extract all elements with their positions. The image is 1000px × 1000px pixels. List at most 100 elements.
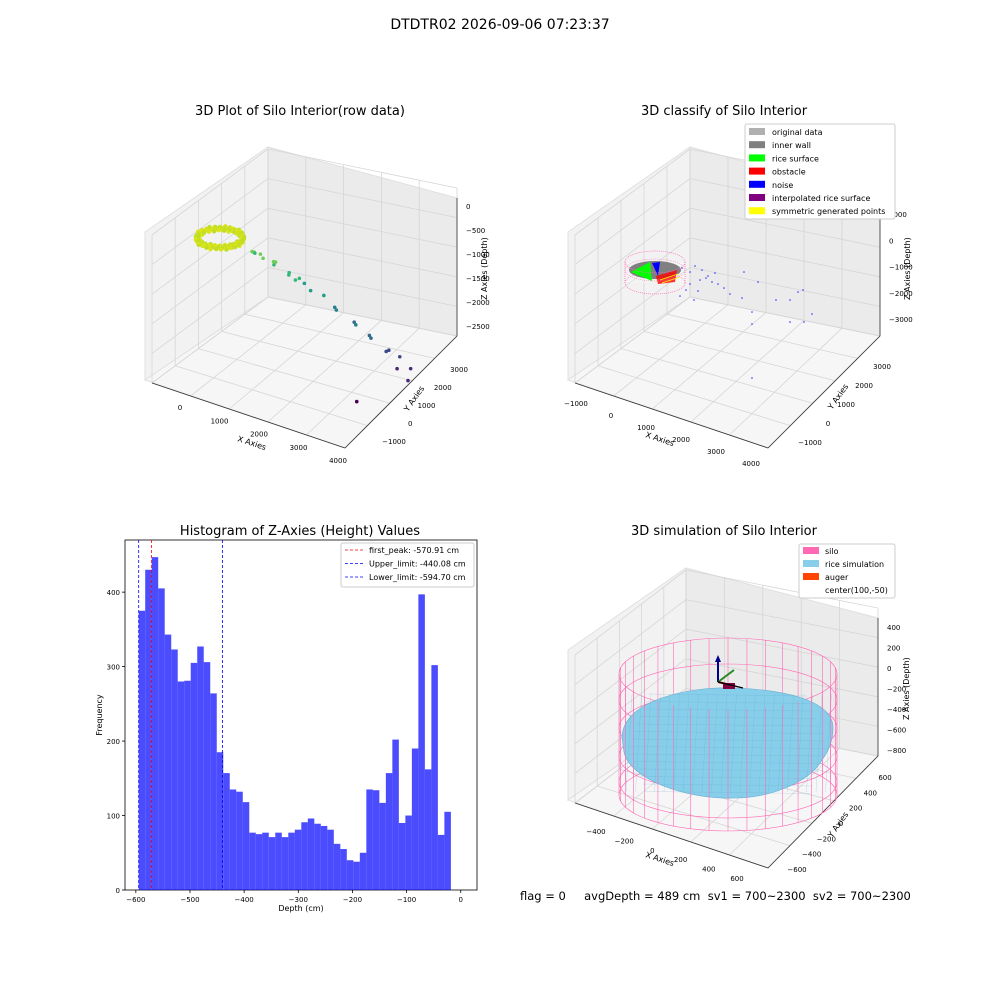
panel2-title: 3D classify of Silo Interior	[640, 104, 808, 119]
panel4-z-tick-6: −800	[887, 747, 906, 755]
histogram-bar	[411, 748, 419, 890]
noise-point	[697, 290, 699, 292]
panel4-z-tick-3: −200	[887, 686, 906, 694]
panel3-histogram: −600 −500 −400 −300 −200 −100 0 0100200300400 …	[95, 539, 478, 913]
panel1-x-tick-3: 3000	[290, 444, 308, 452]
panel2-x-tick-1: 0	[609, 412, 613, 420]
histogram-bar	[444, 811, 451, 890]
histogram-bar	[275, 832, 282, 890]
panel4-y-tick-5: 400	[864, 789, 877, 797]
panel1-y-tick-2: 1000	[418, 402, 436, 410]
panel3-ylabel: Frequency	[95, 694, 104, 736]
panel4-xlabel: X Axies	[644, 850, 675, 868]
panel1-x-tick-2: 2000	[250, 431, 268, 439]
histogram-bar	[314, 823, 321, 890]
panel1-y-tick-4: 3000	[450, 366, 468, 374]
panel2-x-tick-3: 2000	[672, 436, 690, 444]
raw-point	[287, 273, 291, 277]
hist-x-tick-2: −400	[235, 896, 254, 904]
panel2-y-tick-3: 2000	[855, 382, 873, 390]
histogram-bar	[431, 665, 438, 890]
panel4-x-tick-0: −400	[586, 828, 605, 836]
panel2-silo-classification	[624, 250, 686, 295]
noise-point	[714, 272, 716, 274]
noise-point	[723, 287, 725, 289]
histogram-bar	[392, 739, 399, 890]
panel1-z-tick-1: −500	[466, 227, 485, 235]
panel1-zlabel: Z Axies (Depth)	[480, 237, 489, 300]
panel4-zlabel: Z Axies (Depth)	[902, 657, 911, 720]
panel3-title: Histogram of Z-Axies (Height) Values	[179, 524, 421, 539]
panel1-z-tick-4: −2000	[466, 299, 490, 307]
panel2-x-tick-0: −1000	[564, 400, 588, 408]
panel2-z-tick-4: −3000	[889, 316, 913, 324]
panel2-xlabel: X Axies	[644, 430, 675, 448]
noise-point	[701, 269, 703, 271]
panel2-zlabel: Z Axies (Depth)	[903, 237, 912, 300]
panel1-z-tick-2: −1000	[466, 251, 490, 259]
histogram-bar	[216, 752, 224, 890]
panel4-x-tick-3: 200	[674, 856, 687, 864]
panel1-x-tick-1: 1000	[211, 417, 229, 425]
raw-point	[293, 278, 298, 282]
histogram-bar	[145, 569, 152, 890]
histogram-bar	[353, 861, 360, 890]
panel1-title: 3D Plot of Silo Interior(row data)	[195, 104, 405, 119]
panel4-y-tick-4: 200	[849, 805, 862, 813]
noise-point	[679, 295, 681, 297]
hist-y-tick-4: 400	[107, 589, 120, 597]
noise-point	[775, 299, 777, 301]
noise-point	[751, 323, 753, 325]
panel1-x-tick-0: 0	[178, 404, 182, 412]
histogram-bar	[359, 852, 367, 890]
histogram-bar	[346, 860, 354, 890]
raw-point	[406, 378, 410, 383]
raw-point	[332, 305, 337, 310]
panel4-y-tick-3: 0	[839, 820, 843, 828]
raw-point	[387, 348, 391, 353]
legend-label-2: rice surface	[772, 154, 819, 163]
panel3-legend: first_peak: -570.91 cm Upper_limit: -440.…	[340, 542, 475, 588]
panel4-y-tick-6: 600	[878, 774, 891, 782]
histogram-bar	[437, 834, 445, 890]
noise-point	[705, 277, 707, 279]
legend-label-3: obstacle	[772, 168, 806, 177]
noise-point	[811, 313, 813, 315]
raw-point	[352, 320, 357, 324]
panel4-ylabel: Y Axies	[826, 810, 851, 840]
panel2-y-tick-2: 1000	[837, 401, 855, 409]
panel2-y-tick-1: 0	[826, 420, 830, 428]
legend-label-0: original data	[772, 128, 823, 137]
panel1-y-tick-3: 2000	[434, 384, 452, 392]
hist-y-tick-2: 200	[107, 738, 120, 746]
noise-point	[803, 321, 805, 323]
raw-point	[408, 366, 413, 371]
histogram-bar	[164, 634, 172, 890]
legend-label-0: first_peak: -570.91 cm	[369, 546, 459, 555]
histogram-bar	[372, 790, 380, 890]
panel2-z-tick-3: −2000	[889, 290, 913, 298]
raw-point	[367, 333, 372, 338]
noise-point	[685, 289, 687, 291]
panel4-x-tick-1: −200	[615, 837, 634, 845]
panel1-x-tick-4: 4000	[329, 457, 347, 465]
panel4-x-tick-5: 600	[730, 875, 743, 883]
raw-cluster-point	[206, 229, 212, 234]
panel2-y-tick-4: 3000	[873, 363, 891, 371]
raw-point	[369, 336, 373, 340]
noise-point	[743, 271, 745, 273]
histogram-bar	[294, 829, 302, 890]
histogram-bar	[158, 588, 165, 890]
panel1-z-tick-5: −2500	[466, 323, 490, 331]
raw-point	[258, 252, 263, 256]
histogram-bar	[327, 829, 334, 890]
histogram-bar	[418, 594, 425, 890]
legend-label-1: rice simulation	[825, 560, 884, 569]
histogram-bar	[301, 822, 308, 890]
noise-point	[689, 283, 691, 285]
noise-point	[694, 265, 696, 267]
raw-point	[297, 276, 302, 281]
hist-y-tick-0: 0	[116, 887, 120, 895]
histogram-bar	[138, 610, 146, 890]
